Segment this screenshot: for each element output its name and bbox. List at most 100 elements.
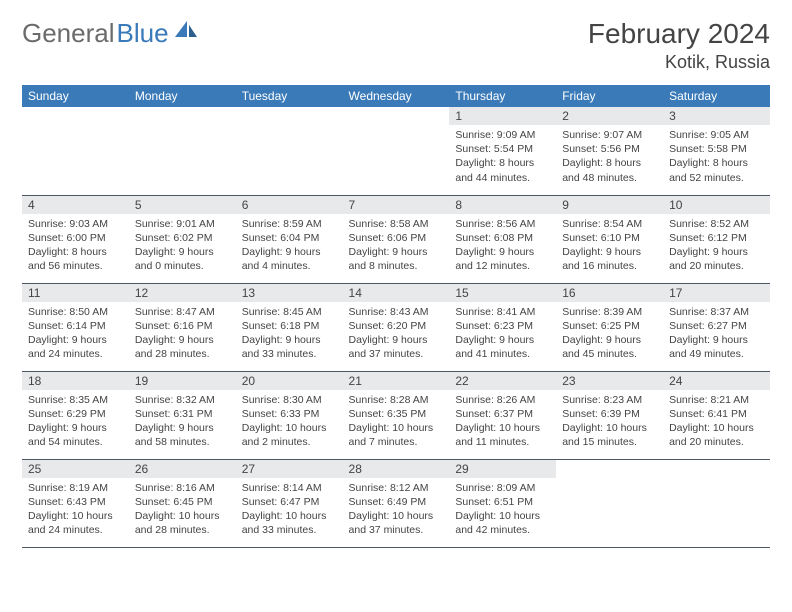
day-cell: 27Sunrise: 8:14 AMSunset: 6:47 PMDayligh… [236,459,343,547]
day-cell: 24Sunrise: 8:21 AMSunset: 6:41 PMDayligh… [663,371,770,459]
day-info: Sunrise: 8:14 AMSunset: 6:47 PMDaylight:… [236,478,343,542]
day-number: 7 [343,196,450,214]
day-info: Sunrise: 8:16 AMSunset: 6:45 PMDaylight:… [129,478,236,542]
logo: GeneralBlue [22,18,199,49]
day-number: 20 [236,372,343,390]
day-header: Saturday [663,85,770,107]
day-number: 11 [22,284,129,302]
day-cell: 3Sunrise: 9:05 AMSunset: 5:58 PMDaylight… [663,107,770,195]
day-info: Sunrise: 8:23 AMSunset: 6:39 PMDaylight:… [556,390,663,454]
day-number: 16 [556,284,663,302]
day-number: 26 [129,460,236,478]
day-number: 17 [663,284,770,302]
logo-text-gray: General [22,18,115,49]
day-header-row: SundayMondayTuesdayWednesdayThursdayFrid… [22,85,770,107]
day-number: 21 [343,372,450,390]
day-info: Sunrise: 8:35 AMSunset: 6:29 PMDaylight:… [22,390,129,454]
day-cell: 5Sunrise: 9:01 AMSunset: 6:02 PMDaylight… [129,195,236,283]
day-header: Monday [129,85,236,107]
day-number: 19 [129,372,236,390]
week-row: 11Sunrise: 8:50 AMSunset: 6:14 PMDayligh… [22,283,770,371]
day-info: Sunrise: 9:09 AMSunset: 5:54 PMDaylight:… [449,125,556,189]
day-header: Sunday [22,85,129,107]
title-block: February 2024 Kotik, Russia [588,18,770,73]
day-info: Sunrise: 8:43 AMSunset: 6:20 PMDaylight:… [343,302,450,366]
day-info: Sunrise: 8:56 AMSunset: 6:08 PMDaylight:… [449,214,556,278]
day-number: 25 [22,460,129,478]
day-info: Sunrise: 8:45 AMSunset: 6:18 PMDaylight:… [236,302,343,366]
day-info: Sunrise: 8:19 AMSunset: 6:43 PMDaylight:… [22,478,129,542]
day-number: 3 [663,107,770,125]
location: Kotik, Russia [588,52,770,73]
day-header: Friday [556,85,663,107]
day-number: 29 [449,460,556,478]
day-info: Sunrise: 8:26 AMSunset: 6:37 PMDaylight:… [449,390,556,454]
day-info: Sunrise: 9:05 AMSunset: 5:58 PMDaylight:… [663,125,770,189]
week-row: 18Sunrise: 8:35 AMSunset: 6:29 PMDayligh… [22,371,770,459]
day-cell: 1Sunrise: 9:09 AMSunset: 5:54 PMDaylight… [449,107,556,195]
day-cell: 18Sunrise: 8:35 AMSunset: 6:29 PMDayligh… [22,371,129,459]
day-info: Sunrise: 8:21 AMSunset: 6:41 PMDaylight:… [663,390,770,454]
day-cell [343,107,450,195]
day-info: Sunrise: 9:01 AMSunset: 6:02 PMDaylight:… [129,214,236,278]
day-cell: 13Sunrise: 8:45 AMSunset: 6:18 PMDayligh… [236,283,343,371]
day-cell: 7Sunrise: 8:58 AMSunset: 6:06 PMDaylight… [343,195,450,283]
sail-icon [173,15,199,46]
day-info: Sunrise: 9:07 AMSunset: 5:56 PMDaylight:… [556,125,663,189]
day-number: 15 [449,284,556,302]
day-number: 28 [343,460,450,478]
day-number: 23 [556,372,663,390]
day-info: Sunrise: 8:50 AMSunset: 6:14 PMDaylight:… [22,302,129,366]
day-info: Sunrise: 9:03 AMSunset: 6:00 PMDaylight:… [22,214,129,278]
day-number: 12 [129,284,236,302]
day-info: Sunrise: 8:12 AMSunset: 6:49 PMDaylight:… [343,478,450,542]
day-info: Sunrise: 8:39 AMSunset: 6:25 PMDaylight:… [556,302,663,366]
day-cell [663,459,770,547]
day-cell: 22Sunrise: 8:26 AMSunset: 6:37 PMDayligh… [449,371,556,459]
day-number: 1 [449,107,556,125]
day-info: Sunrise: 8:58 AMSunset: 6:06 PMDaylight:… [343,214,450,278]
week-row: 25Sunrise: 8:19 AMSunset: 6:43 PMDayligh… [22,459,770,547]
week-row: 1Sunrise: 9:09 AMSunset: 5:54 PMDaylight… [22,107,770,195]
day-number: 27 [236,460,343,478]
day-cell: 29Sunrise: 8:09 AMSunset: 6:51 PMDayligh… [449,459,556,547]
day-cell: 20Sunrise: 8:30 AMSunset: 6:33 PMDayligh… [236,371,343,459]
day-cell: 28Sunrise: 8:12 AMSunset: 6:49 PMDayligh… [343,459,450,547]
day-header: Wednesday [343,85,450,107]
header: GeneralBlue February 2024 Kotik, Russia [22,18,770,73]
day-number: 5 [129,196,236,214]
week-row: 4Sunrise: 9:03 AMSunset: 6:00 PMDaylight… [22,195,770,283]
day-number: 9 [556,196,663,214]
day-number: 18 [22,372,129,390]
day-cell: 15Sunrise: 8:41 AMSunset: 6:23 PMDayligh… [449,283,556,371]
day-cell: 6Sunrise: 8:59 AMSunset: 6:04 PMDaylight… [236,195,343,283]
day-info: Sunrise: 8:37 AMSunset: 6:27 PMDaylight:… [663,302,770,366]
day-cell: 14Sunrise: 8:43 AMSunset: 6:20 PMDayligh… [343,283,450,371]
day-info: Sunrise: 8:47 AMSunset: 6:16 PMDaylight:… [129,302,236,366]
day-number: 2 [556,107,663,125]
day-cell [22,107,129,195]
day-info: Sunrise: 8:09 AMSunset: 6:51 PMDaylight:… [449,478,556,542]
day-cell: 10Sunrise: 8:52 AMSunset: 6:12 PMDayligh… [663,195,770,283]
day-cell: 16Sunrise: 8:39 AMSunset: 6:25 PMDayligh… [556,283,663,371]
day-cell: 17Sunrise: 8:37 AMSunset: 6:27 PMDayligh… [663,283,770,371]
day-cell: 21Sunrise: 8:28 AMSunset: 6:35 PMDayligh… [343,371,450,459]
day-cell: 2Sunrise: 9:07 AMSunset: 5:56 PMDaylight… [556,107,663,195]
day-number: 6 [236,196,343,214]
day-header: Tuesday [236,85,343,107]
day-cell: 26Sunrise: 8:16 AMSunset: 6:45 PMDayligh… [129,459,236,547]
day-cell: 23Sunrise: 8:23 AMSunset: 6:39 PMDayligh… [556,371,663,459]
day-number: 10 [663,196,770,214]
day-info: Sunrise: 8:30 AMSunset: 6:33 PMDaylight:… [236,390,343,454]
day-cell: 12Sunrise: 8:47 AMSunset: 6:16 PMDayligh… [129,283,236,371]
day-info: Sunrise: 8:41 AMSunset: 6:23 PMDaylight:… [449,302,556,366]
day-header: Thursday [449,85,556,107]
day-cell: 4Sunrise: 9:03 AMSunset: 6:00 PMDaylight… [22,195,129,283]
day-number: 8 [449,196,556,214]
month-title: February 2024 [588,18,770,50]
day-info: Sunrise: 8:28 AMSunset: 6:35 PMDaylight:… [343,390,450,454]
day-number: 14 [343,284,450,302]
day-cell: 19Sunrise: 8:32 AMSunset: 6:31 PMDayligh… [129,371,236,459]
day-number: 4 [22,196,129,214]
day-cell [129,107,236,195]
